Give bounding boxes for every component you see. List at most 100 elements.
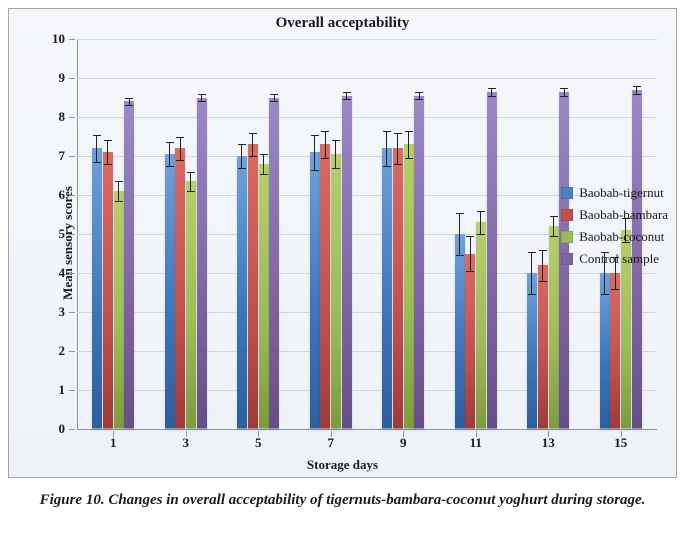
error-cap bbox=[343, 92, 351, 93]
error-bar bbox=[325, 131, 326, 158]
error-bar bbox=[346, 92, 347, 100]
bar bbox=[382, 148, 392, 429]
error-cap bbox=[311, 170, 319, 171]
error-bar bbox=[252, 133, 253, 156]
gridline bbox=[77, 117, 657, 118]
error-bar bbox=[190, 172, 191, 192]
error-bar bbox=[118, 181, 119, 201]
bar bbox=[197, 98, 207, 430]
error-cap bbox=[383, 131, 391, 132]
error-bar bbox=[531, 252, 532, 295]
x-tick-label: 13 bbox=[542, 429, 555, 451]
legend-swatch bbox=[561, 209, 573, 221]
error-cap bbox=[539, 250, 547, 251]
legend-label: Baobab-tigernut bbox=[579, 185, 663, 201]
bar bbox=[455, 234, 465, 429]
error-cap bbox=[343, 99, 351, 100]
error-bar bbox=[274, 94, 275, 102]
error-cap bbox=[166, 142, 174, 143]
bar bbox=[310, 152, 320, 429]
x-tick-label: 7 bbox=[328, 429, 335, 451]
error-cap bbox=[93, 162, 101, 163]
error-cap bbox=[560, 88, 568, 89]
error-cap bbox=[488, 88, 496, 89]
error-cap bbox=[466, 236, 474, 237]
bar bbox=[124, 101, 134, 429]
error-cap bbox=[125, 105, 133, 106]
bar bbox=[465, 254, 475, 430]
y-axis-label: Mean sensory scores bbox=[60, 186, 76, 300]
legend-item: Control sample bbox=[561, 251, 668, 267]
bar bbox=[165, 154, 175, 429]
error-cap bbox=[394, 164, 402, 165]
bar bbox=[320, 144, 330, 429]
error-cap bbox=[238, 168, 246, 169]
bar bbox=[259, 164, 269, 429]
error-cap bbox=[332, 140, 340, 141]
error-cap bbox=[477, 211, 485, 212]
error-cap bbox=[104, 164, 112, 165]
error-cap bbox=[166, 166, 174, 167]
error-cap bbox=[187, 172, 195, 173]
error-bar bbox=[553, 216, 554, 236]
error-cap bbox=[125, 98, 133, 99]
bar bbox=[103, 152, 113, 429]
bar bbox=[527, 273, 537, 429]
error-cap bbox=[560, 96, 568, 97]
figure-wrapper: Overall acceptability Mean sensory score… bbox=[0, 0, 685, 536]
x-tick-label: 11 bbox=[470, 429, 482, 451]
y-tick-label: 8 bbox=[59, 109, 78, 125]
bar bbox=[538, 265, 548, 429]
error-bar bbox=[263, 154, 264, 174]
error-cap bbox=[601, 294, 609, 295]
chart-panel: Overall acceptability Mean sensory score… bbox=[8, 8, 677, 478]
error-bar bbox=[470, 236, 471, 271]
error-cap bbox=[321, 131, 329, 132]
error-cap bbox=[104, 140, 112, 141]
legend-label: Baobab-bambara bbox=[579, 207, 668, 223]
legend: Baobab-tigernutBaobab-bambaraBaobab-coco… bbox=[561, 179, 668, 273]
error-cap bbox=[332, 168, 340, 169]
bar bbox=[476, 222, 486, 429]
error-cap bbox=[528, 252, 536, 253]
error-bar bbox=[96, 135, 97, 162]
error-cap bbox=[260, 154, 268, 155]
error-cap bbox=[115, 181, 123, 182]
legend-label: Control sample bbox=[579, 251, 659, 267]
y-tick-label: 9 bbox=[59, 70, 78, 86]
gridline bbox=[77, 39, 657, 40]
bar bbox=[331, 154, 341, 429]
error-bar bbox=[129, 98, 130, 106]
error-cap bbox=[249, 133, 257, 134]
x-tick-label: 15 bbox=[614, 429, 627, 451]
y-tick-label: 0 bbox=[59, 421, 78, 437]
y-tick-label: 5 bbox=[59, 226, 78, 242]
error-cap bbox=[270, 94, 278, 95]
x-tick-label: 9 bbox=[400, 429, 407, 451]
error-bar bbox=[564, 88, 565, 96]
error-cap bbox=[405, 131, 413, 132]
error-cap bbox=[93, 135, 101, 136]
error-bar bbox=[180, 137, 181, 160]
error-cap bbox=[466, 271, 474, 272]
bar bbox=[175, 148, 185, 429]
error-cap bbox=[477, 234, 485, 235]
error-cap bbox=[198, 101, 206, 102]
error-bar bbox=[397, 133, 398, 164]
bar bbox=[487, 92, 497, 429]
y-tick-label: 3 bbox=[59, 304, 78, 320]
error-bar bbox=[408, 131, 409, 158]
error-cap bbox=[270, 101, 278, 102]
bar bbox=[549, 226, 559, 429]
error-bar bbox=[335, 140, 336, 167]
bar bbox=[248, 144, 258, 429]
error-cap bbox=[187, 191, 195, 192]
bar bbox=[269, 98, 279, 430]
y-tick-label: 4 bbox=[59, 265, 78, 281]
legend-swatch bbox=[561, 253, 573, 265]
error-bar bbox=[459, 213, 460, 256]
bar bbox=[114, 191, 124, 429]
bar bbox=[610, 273, 620, 429]
error-bar bbox=[314, 135, 315, 170]
bar bbox=[414, 96, 424, 429]
